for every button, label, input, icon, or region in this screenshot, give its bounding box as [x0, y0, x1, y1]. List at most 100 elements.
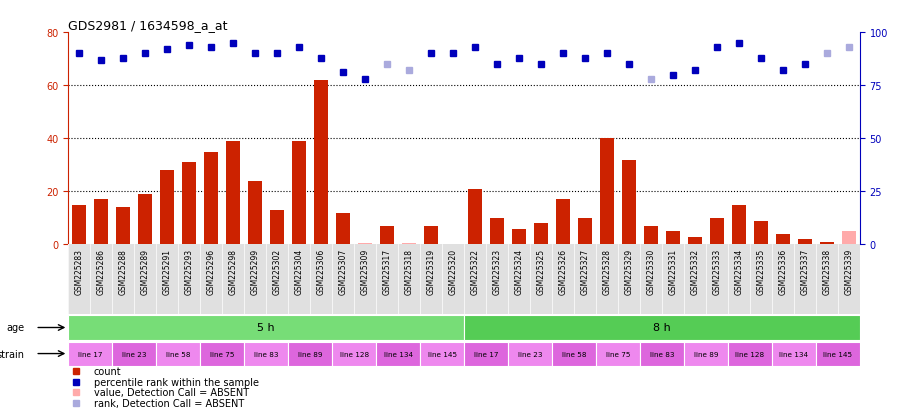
Bar	[534, 224, 548, 245]
Bar	[402, 244, 416, 245]
Text: GSM225336: GSM225336	[778, 248, 787, 294]
Bar	[753, 221, 768, 245]
Bar	[72, 205, 86, 245]
Bar	[112, 342, 157, 366]
Bar	[226, 142, 240, 245]
Bar	[160, 171, 175, 245]
Text: GSM225335: GSM225335	[756, 248, 765, 294]
Bar	[600, 139, 614, 245]
Bar	[622, 160, 636, 245]
Bar	[728, 342, 772, 366]
Bar	[446, 244, 460, 245]
Bar	[816, 342, 860, 366]
Bar	[578, 218, 592, 245]
Text: rank, Detection Call = ABSENT: rank, Detection Call = ABSENT	[94, 398, 244, 408]
Text: percentile rank within the sample: percentile rank within the sample	[94, 377, 258, 387]
Text: line 134: line 134	[779, 351, 809, 357]
Text: GSM225309: GSM225309	[360, 248, 369, 294]
Text: value, Detection Call = ABSENT: value, Detection Call = ABSENT	[94, 387, 248, 397]
Bar	[336, 213, 350, 245]
Text: line 23: line 23	[122, 351, 147, 357]
Text: GSM225334: GSM225334	[734, 248, 743, 294]
Bar	[732, 205, 746, 245]
Bar	[204, 152, 218, 245]
Text: GSM225289: GSM225289	[141, 248, 150, 294]
Bar	[644, 226, 658, 245]
Text: GSM225306: GSM225306	[317, 248, 326, 294]
Text: GSM225304: GSM225304	[295, 248, 304, 294]
Text: GSM225326: GSM225326	[559, 248, 568, 294]
Text: line 134: line 134	[383, 351, 413, 357]
Text: GSM225325: GSM225325	[537, 248, 546, 294]
Bar	[710, 218, 724, 245]
Bar	[666, 232, 680, 245]
Text: GSM225320: GSM225320	[449, 248, 458, 294]
Text: line 58: line 58	[561, 351, 586, 357]
Text: line 89: line 89	[693, 351, 718, 357]
Bar	[68, 315, 464, 341]
Text: line 17: line 17	[78, 351, 103, 357]
Bar	[332, 342, 376, 366]
Text: count: count	[94, 366, 121, 376]
Bar	[596, 342, 640, 366]
Bar	[292, 142, 307, 245]
Text: GSM225324: GSM225324	[514, 248, 523, 294]
Text: GSM225329: GSM225329	[624, 248, 633, 294]
Text: GSM225327: GSM225327	[581, 248, 590, 294]
Text: GSM225299: GSM225299	[250, 248, 259, 294]
Bar	[420, 342, 464, 366]
Text: GDS2981 / 1634598_a_at: GDS2981 / 1634598_a_at	[68, 19, 228, 32]
Text: GSM225328: GSM225328	[602, 248, 612, 294]
Text: GSM225317: GSM225317	[382, 248, 391, 294]
Bar	[182, 163, 197, 245]
Text: GSM225323: GSM225323	[492, 248, 501, 294]
Text: line 17: line 17	[474, 351, 499, 357]
Text: line 58: line 58	[166, 351, 190, 357]
Bar	[288, 342, 332, 366]
Text: line 23: line 23	[518, 351, 542, 357]
Text: line 128: line 128	[735, 351, 764, 357]
Bar	[820, 242, 834, 245]
Text: GSM225337: GSM225337	[801, 248, 810, 294]
Text: line 145: line 145	[428, 351, 457, 357]
Text: line 75: line 75	[210, 351, 235, 357]
Bar	[157, 342, 200, 366]
Bar	[776, 234, 790, 245]
Bar	[200, 342, 244, 366]
Bar	[556, 200, 571, 245]
Bar	[552, 342, 596, 366]
Text: line 145: line 145	[824, 351, 853, 357]
Bar	[508, 342, 552, 366]
Text: GSM225332: GSM225332	[691, 248, 700, 294]
Bar	[464, 315, 860, 341]
Text: GSM225291: GSM225291	[163, 248, 172, 294]
Bar	[490, 218, 504, 245]
Bar	[842, 232, 856, 245]
Text: GSM225293: GSM225293	[185, 248, 194, 294]
Text: GSM225283: GSM225283	[75, 248, 84, 294]
Bar	[68, 342, 112, 366]
Bar	[688, 237, 703, 245]
Text: GSM225302: GSM225302	[273, 248, 282, 294]
Bar	[772, 342, 816, 366]
Text: GSM225333: GSM225333	[713, 248, 722, 294]
Text: line 75: line 75	[606, 351, 631, 357]
Bar	[684, 342, 728, 366]
Text: GSM225286: GSM225286	[96, 248, 106, 294]
Bar	[138, 195, 152, 245]
Text: GSM225339: GSM225339	[844, 248, 854, 294]
Text: line 83: line 83	[650, 351, 674, 357]
Text: GSM225330: GSM225330	[646, 248, 655, 294]
Bar	[358, 244, 372, 245]
Text: GSM225322: GSM225322	[470, 248, 480, 294]
Text: GSM225319: GSM225319	[427, 248, 436, 294]
Text: GSM225318: GSM225318	[405, 248, 414, 294]
Bar	[116, 208, 130, 245]
Text: GSM225331: GSM225331	[669, 248, 678, 294]
Text: 8 h: 8 h	[653, 323, 671, 333]
Bar	[640, 342, 684, 366]
Text: GSM225298: GSM225298	[228, 248, 238, 294]
Text: strain: strain	[0, 349, 25, 359]
Bar	[248, 181, 262, 245]
Bar	[376, 342, 420, 366]
